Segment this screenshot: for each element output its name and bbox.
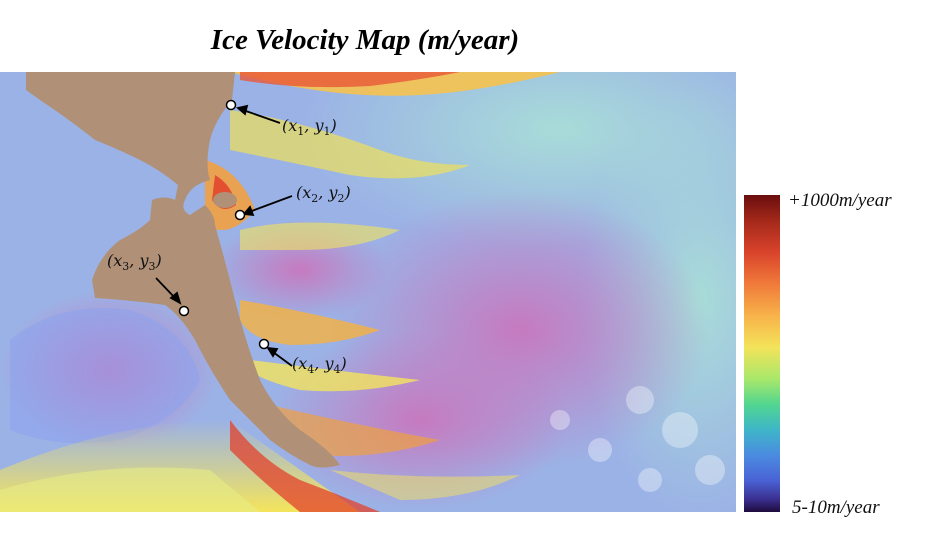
velocity-colorbar: [744, 195, 780, 512]
point-marker-4: [258, 338, 270, 350]
point-marker-2: [234, 209, 246, 221]
colorbar-min-label: 5-10m/year: [792, 497, 880, 518]
land-mass: [26, 72, 340, 468]
point-label-2: (x2, y2): [296, 183, 351, 206]
observation-points: [178, 99, 270, 350]
point-label-1: (x1, y1): [282, 116, 337, 139]
annotation-arrows: [155, 104, 293, 367]
fast-flow-middle: [240, 300, 380, 345]
point-marker-3: [178, 305, 190, 317]
colorbar-max-label: +1000m/year: [788, 190, 892, 211]
map-title: Ice Velocity Map (m/year): [210, 24, 520, 56]
point-label-3: (x3, y3): [107, 251, 162, 274]
point-label-4: (x4, y4): [292, 354, 347, 377]
point-marker-1: [225, 99, 237, 111]
